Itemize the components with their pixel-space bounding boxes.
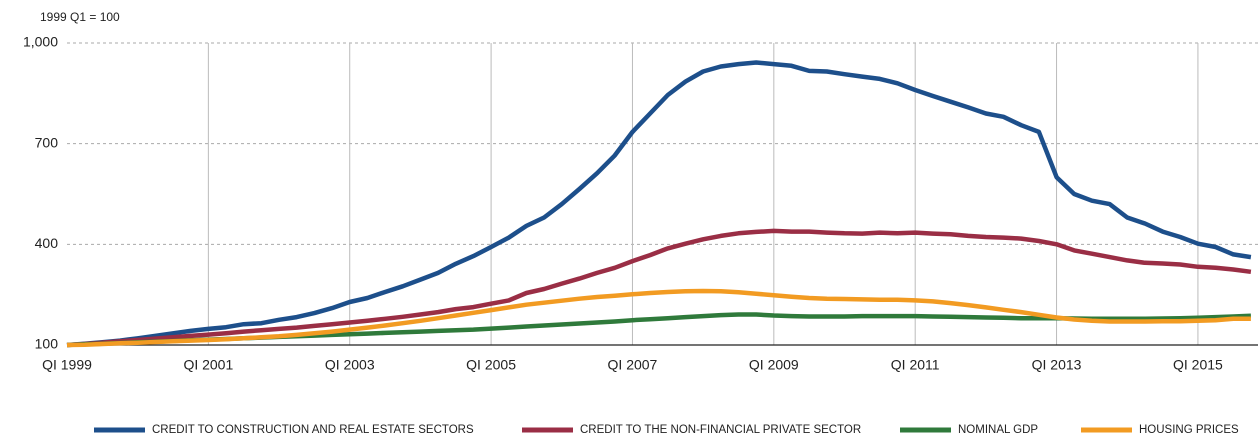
x-tick-label: QI 2013 xyxy=(1032,357,1082,373)
y-unit-label: 1999 Q1 = 100 xyxy=(40,10,120,24)
x-tick-label: QI 2001 xyxy=(183,357,233,373)
x-tick-label: QI 1999 xyxy=(42,357,92,373)
x-tick-label: QI 2003 xyxy=(325,357,375,373)
x-tick-label: QI 2011 xyxy=(891,357,940,373)
series-line xyxy=(66,228,1252,348)
x-tick-label: QI 2009 xyxy=(749,357,799,373)
legend-label: HOUSING PRICES xyxy=(1139,424,1239,436)
x-tick-label: QI 2015 xyxy=(1173,357,1223,373)
legend-label: CREDIT TO CONSTRUCTION AND REAL ESTATE S… xyxy=(152,424,474,436)
x-tick-label: QI 2007 xyxy=(608,357,658,373)
y-tick-label: 100 xyxy=(35,336,59,352)
y-tick-label: 700 xyxy=(35,134,59,150)
x-tick-label: QI 2005 xyxy=(466,357,516,373)
legend-label: NOMINAL GDP xyxy=(958,424,1038,436)
series-line xyxy=(66,288,1251,348)
y-tick-label: 400 xyxy=(35,235,59,251)
y-tick-label: 1,000 xyxy=(23,34,58,50)
legend-label: CREDIT TO THE NON-FINANCIAL PRIVATE SECT… xyxy=(580,424,861,436)
series-line xyxy=(66,60,1252,348)
